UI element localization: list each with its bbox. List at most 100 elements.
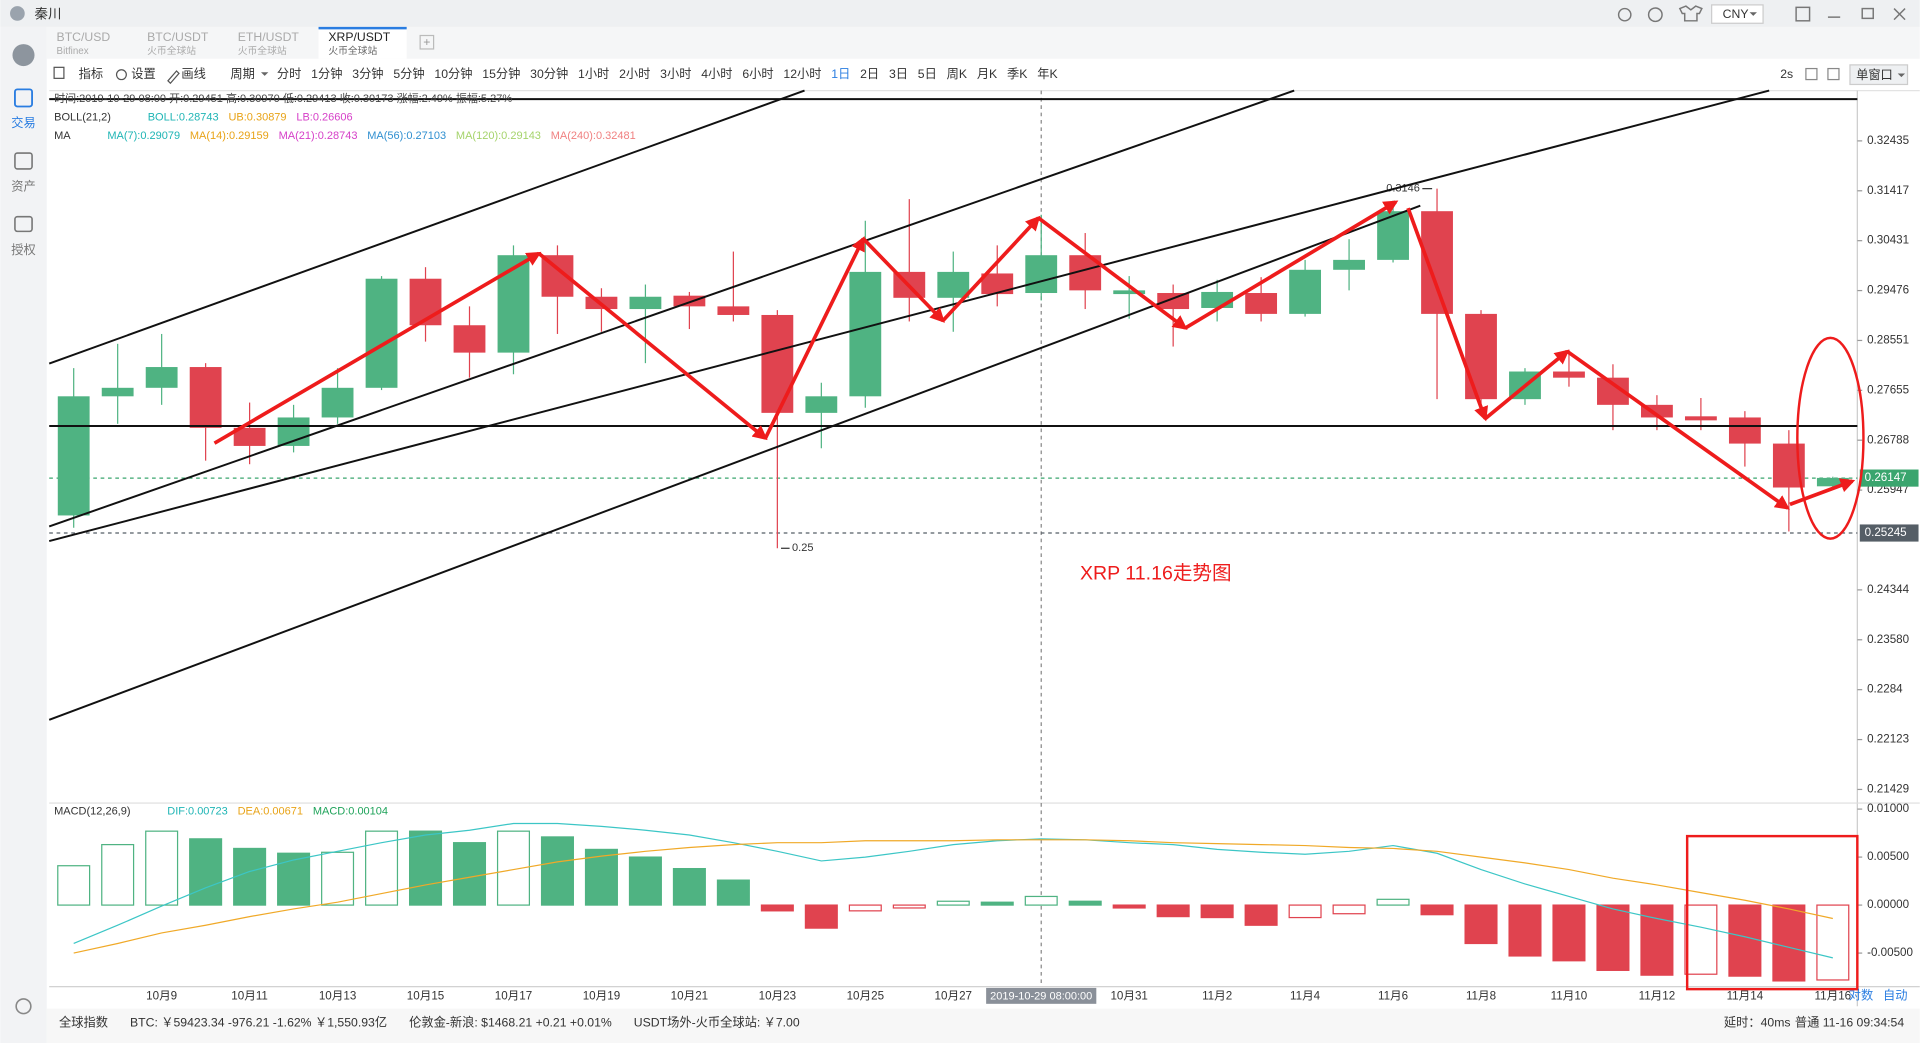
footer bbox=[46, 1008, 1920, 1043]
y-tick-label: 0.00000 bbox=[1867, 898, 1909, 911]
candle-body bbox=[409, 278, 442, 326]
macd-bar bbox=[1596, 904, 1630, 971]
legend-item: UB:0.30879 bbox=[228, 111, 286, 123]
axis-mode[interactable]: 自动 bbox=[1883, 989, 1907, 1003]
tab-pair[interactable]: BTC/USDT bbox=[147, 30, 209, 44]
interval[interactable]: 5分钟 bbox=[393, 66, 424, 81]
macd-bar bbox=[892, 904, 926, 909]
channel-line bbox=[48, 89, 1770, 543]
interval[interactable]: 1小时 bbox=[578, 67, 609, 81]
macd-bar bbox=[716, 879, 750, 906]
refresh-rate[interactable]: 2s bbox=[1780, 67, 1793, 81]
trade-icon[interactable] bbox=[14, 88, 33, 108]
macd-bar bbox=[408, 830, 443, 906]
interval[interactable]: 3日 bbox=[889, 67, 908, 81]
interval[interactable]: 30分钟 bbox=[530, 66, 568, 81]
sidebar-item[interactable]: 资产 bbox=[11, 180, 35, 194]
macd-bar bbox=[1112, 904, 1146, 909]
window-mode[interactable] bbox=[1849, 64, 1909, 86]
interval[interactable]: 季K bbox=[1007, 67, 1028, 81]
toolbar-settings[interactable]: 设置 bbox=[131, 67, 155, 81]
interval[interactable]: 12小时 bbox=[783, 67, 821, 81]
user-icon[interactable] bbox=[10, 6, 25, 21]
candle-body bbox=[101, 387, 134, 397]
legend-item: BOLL(21,2) bbox=[54, 111, 111, 123]
highlight-ellipse bbox=[1796, 336, 1865, 540]
toolbar-draw[interactable]: 画线 bbox=[181, 67, 205, 81]
sidebar-item[interactable]: 授权 bbox=[11, 243, 35, 257]
x-tick-label: 11月12 bbox=[1639, 990, 1676, 1003]
candle-body bbox=[937, 271, 970, 298]
pin-icon[interactable] bbox=[1795, 6, 1811, 22]
candle-body bbox=[1025, 255, 1058, 294]
x-tick-label: 11月2 bbox=[1202, 990, 1232, 1003]
interval[interactable]: 周K bbox=[947, 67, 968, 81]
macd-bar bbox=[1684, 904, 1718, 975]
candle-body bbox=[1289, 269, 1322, 314]
draw-icon bbox=[167, 70, 180, 85]
macd-bar bbox=[848, 904, 882, 912]
restore[interactable] bbox=[1861, 7, 1874, 20]
macd-bar bbox=[980, 901, 1014, 906]
asset-icon[interactable] bbox=[14, 152, 33, 170]
x-tick-label: 11月6 bbox=[1378, 990, 1408, 1003]
tab-active[interactable] bbox=[318, 28, 407, 59]
axis-mode[interactable]: 对数 bbox=[1849, 988, 1873, 1003]
interval[interactable]: 2小时 bbox=[619, 67, 650, 81]
x-tick-label: 10月31 bbox=[1110, 990, 1147, 1003]
macd-bar bbox=[540, 836, 574, 906]
indicator-icon bbox=[53, 66, 65, 79]
toolbar-indicators[interactable]: 指标 bbox=[79, 66, 103, 81]
interval[interactable]: 3分钟 bbox=[352, 66, 383, 81]
tab-pair[interactable]: ETH/USDT bbox=[238, 30, 300, 44]
interval[interactable]: 分时 bbox=[277, 67, 301, 81]
popout-icon[interactable] bbox=[1827, 67, 1840, 81]
interval[interactable]: 年K bbox=[1037, 67, 1058, 81]
interval[interactable]: 2日 bbox=[860, 67, 879, 81]
macd-bar bbox=[277, 852, 311, 906]
macd-bar bbox=[1464, 904, 1498, 945]
candle-body bbox=[365, 278, 398, 388]
tab-pair[interactable]: XRP/USDT bbox=[328, 30, 390, 44]
y-tick-label: 0.29476 bbox=[1867, 284, 1909, 297]
sidebar-item[interactable]: 交易 bbox=[11, 115, 35, 130]
interval[interactable]: 月K bbox=[977, 67, 998, 81]
tab-pair[interactable]: BTC/USD bbox=[57, 30, 111, 44]
logo bbox=[12, 44, 35, 67]
candle-body bbox=[1201, 291, 1234, 308]
interval[interactable]: 6小时 bbox=[742, 67, 773, 81]
y-tick-label: 0.01000 bbox=[1867, 802, 1909, 815]
fullscreen-icon[interactable] bbox=[1805, 67, 1818, 81]
interval[interactable]: 5日 bbox=[918, 67, 937, 81]
arrow bbox=[213, 251, 542, 445]
close[interactable] bbox=[1893, 8, 1906, 21]
toolbar-period[interactable]: 周期 bbox=[230, 67, 254, 81]
interval[interactable]: 1日 bbox=[831, 67, 850, 81]
currency: CNY bbox=[1723, 7, 1749, 21]
price-tag-label: 0.26147 bbox=[1865, 471, 1907, 484]
interval[interactable]: 4小时 bbox=[701, 67, 732, 81]
candle-body bbox=[1245, 293, 1278, 314]
bell-icon[interactable] bbox=[1617, 7, 1632, 22]
macd-bar bbox=[1024, 895, 1058, 906]
channel-line bbox=[48, 89, 1295, 528]
search-icon[interactable] bbox=[1647, 7, 1663, 23]
macd-bar bbox=[1728, 904, 1762, 977]
skin-icon[interactable] bbox=[1678, 5, 1703, 22]
y-tick-label: 0.2284 bbox=[1867, 683, 1903, 696]
interval[interactable]: 15分钟 bbox=[482, 66, 520, 81]
settings-icon[interactable] bbox=[15, 998, 32, 1015]
y-tick-label: 0.27655 bbox=[1867, 383, 1909, 396]
interval[interactable]: 10分钟 bbox=[434, 66, 472, 81]
candle-body bbox=[849, 271, 882, 397]
interval[interactable]: 3小时 bbox=[660, 67, 691, 81]
add-tab[interactable] bbox=[419, 34, 435, 50]
legend-item: LB:0.26606 bbox=[296, 111, 352, 123]
auth-icon[interactable] bbox=[14, 215, 33, 233]
interval[interactable]: 1分钟 bbox=[311, 66, 342, 81]
y-tick-label: 0.26788 bbox=[1867, 433, 1909, 446]
clock: 普通 11-16 09:34:54 bbox=[1795, 1016, 1904, 1030]
currency-select[interactable] bbox=[1711, 4, 1764, 24]
